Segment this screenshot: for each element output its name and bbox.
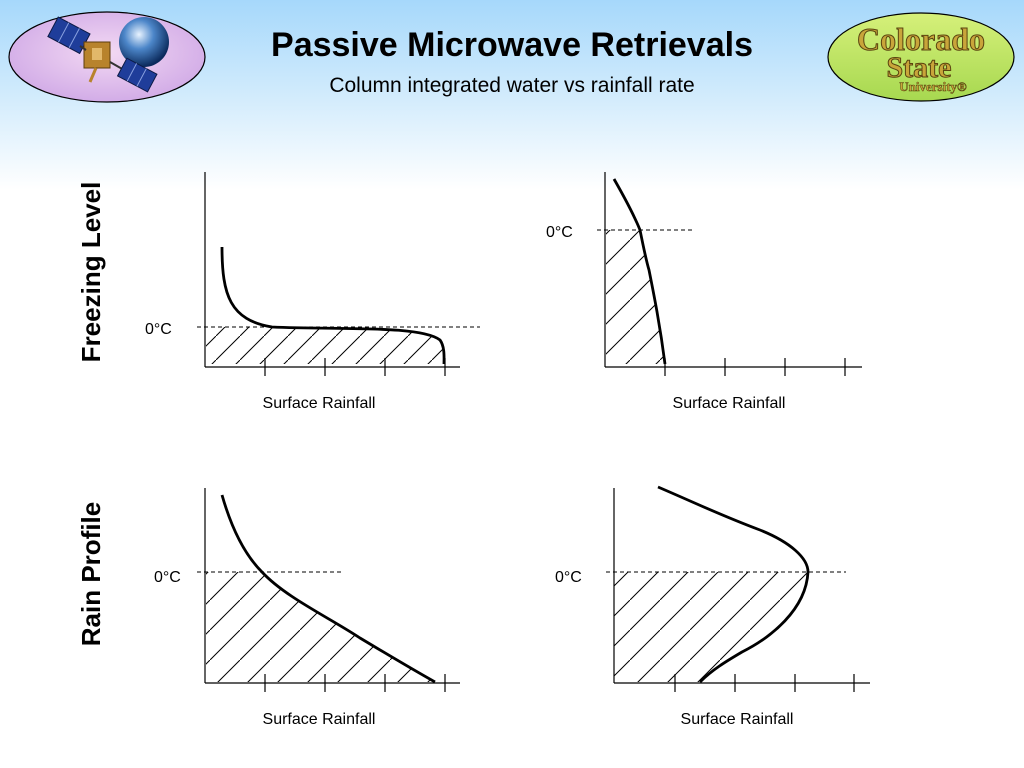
freezing-temp-label: 0°C (555, 569, 582, 586)
svg-text:Colorado: Colorado (857, 21, 985, 57)
satellite-icon (47, 16, 158, 93)
row-label-freezing-level: Freezing Level (76, 182, 106, 363)
x-ticks (674, 674, 855, 692)
row-label-rain-profile: Rain Profile (76, 502, 106, 646)
x-ticks (664, 358, 846, 376)
panel-bottom-left: 0°C Surface Rainfall (154, 488, 460, 728)
hatched-region (206, 327, 445, 364)
earth-icon (119, 17, 169, 67)
x-axis-label: Surface Rainfall (263, 395, 376, 412)
svg-text:State: State (887, 51, 952, 84)
satellite-badge (8, 11, 206, 103)
freezing-temp-label: 0°C (154, 569, 181, 586)
x-ticks (264, 358, 446, 376)
x-axis-label: Surface Rainfall (263, 711, 376, 728)
panel-top-right: 0°C Surface Rainfall (546, 172, 862, 412)
x-ticks (264, 674, 446, 692)
university-logo: Colorado State University® (827, 12, 1015, 102)
water-profile-curve (657, 485, 810, 683)
water-profile-curve (220, 246, 446, 365)
panel-bottom-right: 0°C Surface Rainfall (555, 485, 870, 728)
panel-top-left: 0°C Surface Rainfall (145, 172, 480, 412)
x-axis-label: Surface Rainfall (681, 711, 794, 728)
hatched-region (606, 230, 665, 364)
water-profile-curve (220, 494, 436, 684)
svg-text:University®: University® (899, 79, 967, 94)
hatched-region (614, 572, 808, 682)
x-axis-label: Surface Rainfall (673, 395, 786, 412)
freezing-temp-label: 0°C (546, 224, 573, 241)
water-profile-curve (612, 178, 667, 365)
page-title: Passive Microwave Retrievals (271, 26, 753, 64)
freezing-temp-label: 0°C (145, 321, 172, 338)
page-subtitle: Column integrated water vs rainfall rate (329, 74, 695, 97)
